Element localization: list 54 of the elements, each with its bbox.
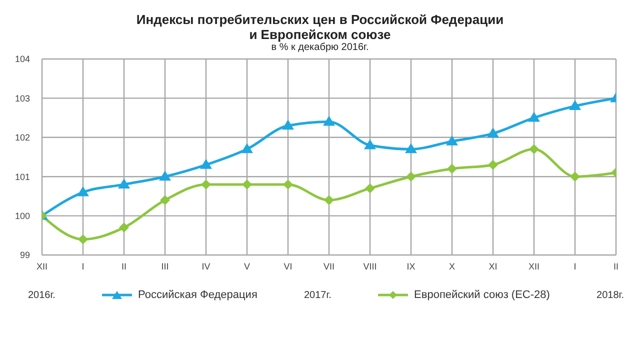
point [447, 164, 457, 174]
point [160, 195, 170, 206]
text: 2017г. [304, 290, 332, 300]
point [118, 178, 130, 188]
x-tick-label: III [161, 261, 169, 272]
x-tick-label: II [121, 261, 127, 272]
point [406, 172, 416, 182]
x-tick-label: IV [202, 261, 210, 272]
point [159, 170, 171, 181]
point [487, 127, 499, 138]
x-tick-label: VI [284, 261, 292, 272]
point [283, 179, 293, 190]
point [405, 143, 417, 154]
point [365, 183, 375, 194]
point [324, 195, 334, 206]
point [364, 139, 376, 150]
point [201, 179, 211, 190]
x-tick-label: I [574, 261, 576, 272]
point [200, 158, 212, 169]
text: 2016г. [28, 290, 56, 300]
point [282, 120, 294, 130]
point [488, 160, 498, 170]
point [78, 234, 88, 244]
point [323, 116, 335, 126]
chart-subtitle: в % к декабрю 2016г. [270, 42, 370, 53]
x-tick-label: V [244, 261, 250, 272]
x-tick-label: VIII [363, 261, 377, 272]
y-tick-label: 100 [14, 210, 30, 221]
point [569, 100, 581, 110]
legend-label: Европейский союз (ЕС-28) [413, 289, 550, 301]
point [446, 135, 458, 146]
x-tick-label: XII [528, 261, 540, 272]
x-tick-label: XII [36, 261, 48, 272]
x-tick-label: XI [488, 261, 498, 272]
text: 2018г. [596, 290, 624, 300]
y-tick-label: 101 [14, 172, 30, 182]
y-tick-label: 104 [14, 54, 30, 64]
point [570, 172, 580, 182]
x-tick-label: I [82, 261, 84, 272]
legend-label: Российская Федерация [137, 289, 258, 301]
point [242, 179, 252, 190]
y-tick-label: 103 [14, 93, 30, 104]
x-tick-label: X [448, 261, 456, 272]
x-tick-label: IX [406, 261, 416, 272]
y-tick-label: 102 [14, 132, 30, 143]
point [119, 222, 129, 233]
x-tick-label: II [613, 261, 619, 272]
point [529, 144, 539, 154]
x-tick-label: VII [323, 261, 335, 272]
y-tick-label: 99 [20, 250, 30, 260]
point [528, 112, 540, 122]
chart-title: Индексы потребительских цен в Российской Федерации и Европейском союзе [135, 12, 505, 42]
point [77, 186, 89, 196]
point [241, 143, 253, 154]
